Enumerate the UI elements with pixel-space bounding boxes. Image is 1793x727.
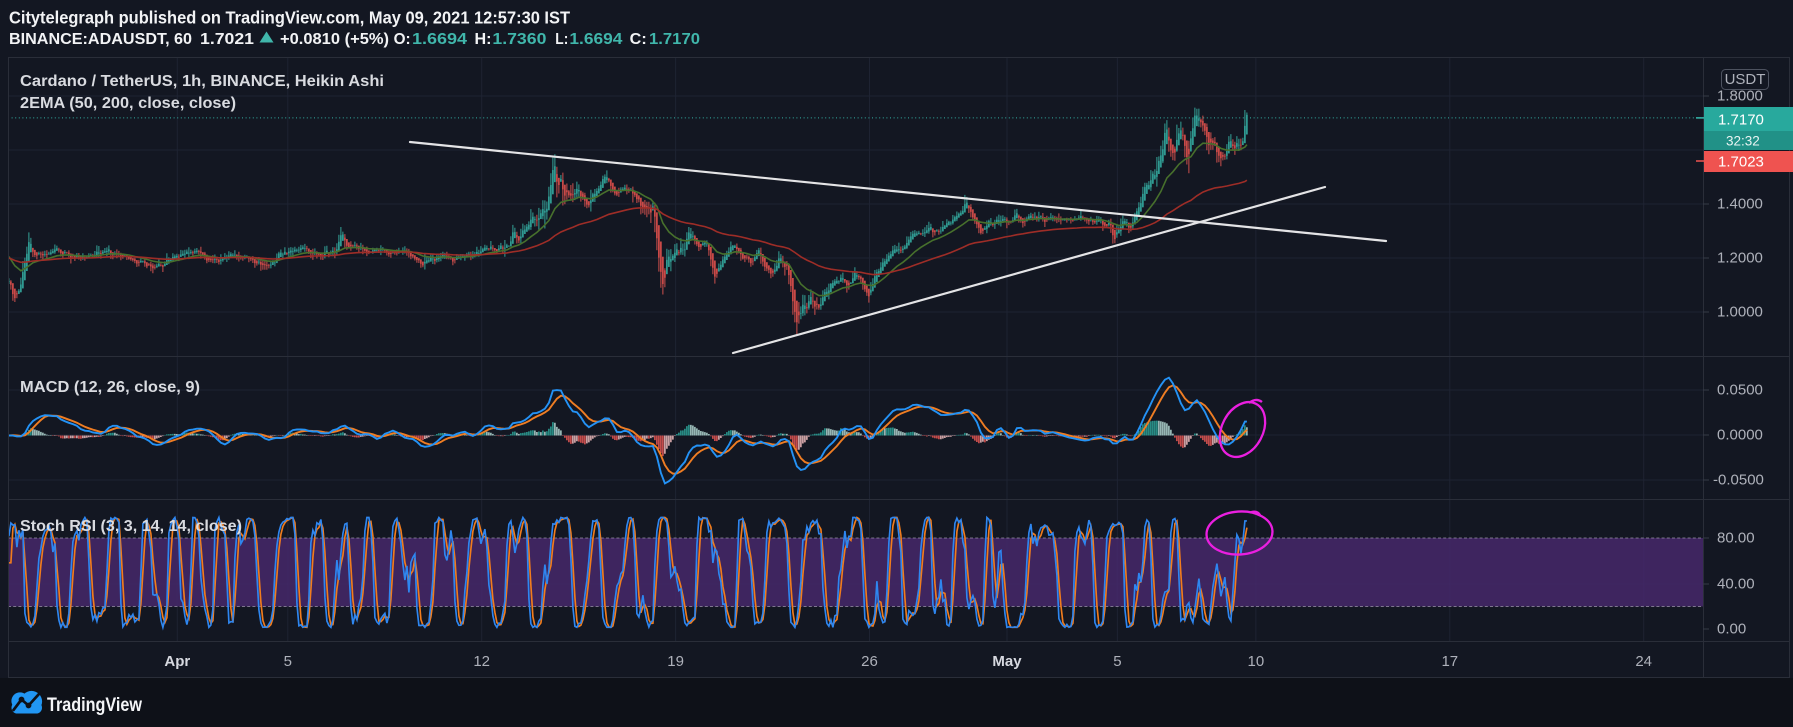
svg-text:19: 19 [667,653,684,670]
svg-text:Citytelegraph published on Tra: Citytelegraph published on TradingView.c… [9,8,570,28]
svg-text:40.00: 40.00 [1717,576,1755,593]
svg-text:C:: C: [630,31,647,48]
svg-text:5: 5 [1113,653,1121,670]
svg-text:Cardano / TetherUS, 1h, BINANC: Cardano / TetherUS, 1h, BINANCE, Heikin … [20,73,384,90]
svg-text:1.6694: 1.6694 [412,31,467,48]
svg-text:Apr: Apr [164,653,190,670]
svg-text:1.8000: 1.8000 [1717,88,1763,105]
svg-text:TradingView: TradingView [47,695,142,716]
svg-text:MACD (12, 26, close, 9): MACD (12, 26, close, 9) [20,379,200,396]
svg-text:BINANCE:ADAUSDT, 60: BINANCE:ADAUSDT, 60 [9,31,192,48]
svg-text:H:: H: [475,31,492,48]
svg-text:0.00: 0.00 [1717,621,1746,638]
svg-text:O:: O: [394,31,411,48]
svg-text:2EMA (50, 200, close, close): 2EMA (50, 200, close, close) [20,95,236,112]
svg-text:26: 26 [861,653,878,670]
svg-text:1.6694: 1.6694 [569,31,622,48]
svg-text:5: 5 [284,653,292,670]
svg-text:32:32: 32:32 [1726,134,1760,149]
svg-text:24: 24 [1635,653,1652,670]
svg-text:17: 17 [1441,653,1458,670]
svg-text:1.7170: 1.7170 [1718,112,1764,129]
svg-text:12: 12 [473,653,490,670]
svg-text:0.0500: 0.0500 [1717,382,1763,399]
svg-text:1.7021: 1.7021 [200,31,254,48]
svg-text:1.2000: 1.2000 [1717,250,1763,267]
svg-text:May: May [992,653,1022,670]
svg-text:L:: L: [555,31,568,48]
svg-text:USDT: USDT [1725,71,1766,88]
svg-text:80.00: 80.00 [1717,530,1755,547]
svg-text:1.7023: 1.7023 [1718,154,1764,171]
svg-text:+0.0810 (+5%): +0.0810 (+5%) [280,31,389,48]
svg-text:-0.0500: -0.0500 [1713,472,1764,489]
svg-text:Stoch RSI (3, 3, 14, 14, close: Stoch RSI (3, 3, 14, 14, close) [20,518,242,535]
svg-text:1.4000: 1.4000 [1717,196,1763,213]
svg-text:1.7170: 1.7170 [649,31,700,48]
svg-text:1.7360: 1.7360 [492,31,546,48]
svg-text:1.0000: 1.0000 [1717,304,1763,321]
svg-text:0.0000: 0.0000 [1717,427,1763,444]
svg-text:10: 10 [1248,653,1265,670]
